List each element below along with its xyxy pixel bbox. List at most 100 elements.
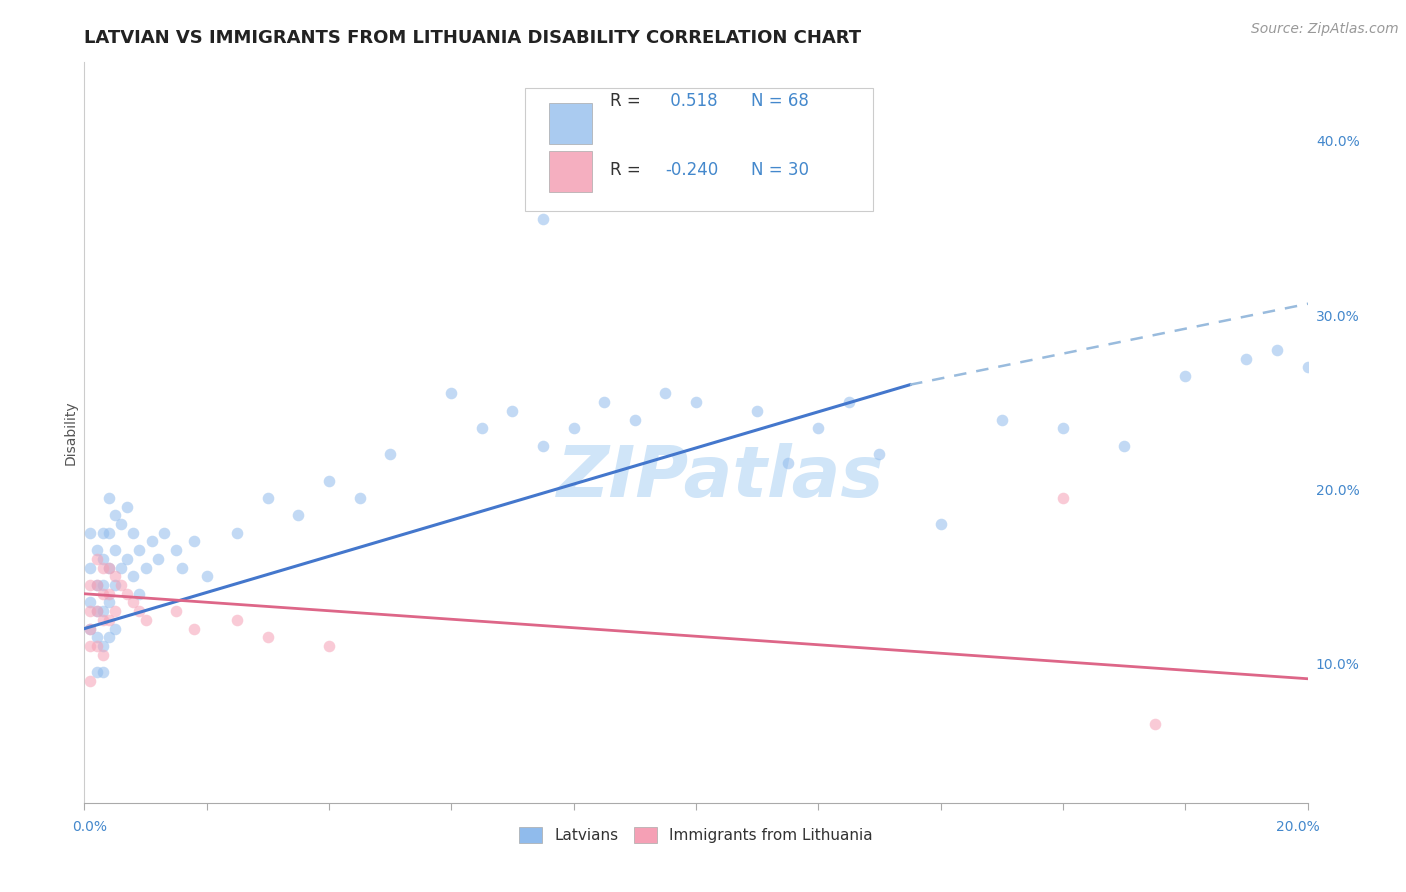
Point <box>146 552 169 566</box>
Point <box>747 404 769 418</box>
Point <box>104 569 127 583</box>
Point <box>110 517 132 532</box>
Point <box>91 552 114 566</box>
Point <box>79 673 101 688</box>
Point <box>991 412 1014 426</box>
Point <box>440 386 463 401</box>
Text: 20.0%: 20.0% <box>1277 821 1320 834</box>
Point <box>115 552 138 566</box>
Point <box>104 604 127 618</box>
Point <box>104 622 127 636</box>
FancyBboxPatch shape <box>524 88 873 211</box>
Point <box>91 648 114 662</box>
Point <box>165 604 187 618</box>
Point <box>1265 343 1288 357</box>
Point <box>380 447 402 461</box>
Point <box>86 578 108 592</box>
Text: 0.0%: 0.0% <box>72 821 107 834</box>
Text: LATVIAN VS IMMIGRANTS FROM LITHUANIA DISABILITY CORRELATION CHART: LATVIAN VS IMMIGRANTS FROM LITHUANIA DIS… <box>84 29 862 47</box>
Point <box>1143 717 1166 731</box>
Point <box>929 517 952 532</box>
Point <box>1296 360 1319 375</box>
Legend: Latvians, Immigrants from Lithuania: Latvians, Immigrants from Lithuania <box>512 820 880 851</box>
Point <box>1052 491 1074 505</box>
Text: 0.518: 0.518 <box>665 92 718 110</box>
Point <box>86 578 108 592</box>
Point <box>153 525 176 540</box>
Point <box>122 525 145 540</box>
Text: Source: ZipAtlas.com: Source: ZipAtlas.com <box>1251 22 1399 37</box>
Point <box>183 534 205 549</box>
Point <box>183 622 205 636</box>
Point <box>110 560 132 574</box>
Point <box>91 578 114 592</box>
Point <box>685 395 707 409</box>
FancyBboxPatch shape <box>550 103 592 144</box>
Point <box>104 543 127 558</box>
Point <box>97 560 120 574</box>
Point <box>318 474 340 488</box>
Point <box>869 447 891 461</box>
Point <box>122 595 145 609</box>
Point <box>115 500 138 514</box>
Point <box>97 525 120 540</box>
Point <box>807 421 830 435</box>
Point <box>86 630 108 644</box>
Text: N = 68: N = 68 <box>751 92 808 110</box>
Point <box>349 491 371 505</box>
Point <box>115 587 138 601</box>
Point <box>79 639 101 653</box>
Point <box>838 395 860 409</box>
Point <box>776 456 799 470</box>
Text: N = 30: N = 30 <box>751 161 808 178</box>
Point <box>91 560 114 574</box>
Text: R =: R = <box>610 161 641 178</box>
Point <box>79 622 101 636</box>
Point <box>141 534 163 549</box>
Point <box>226 525 249 540</box>
Point <box>97 491 120 505</box>
Point <box>91 604 114 618</box>
Point <box>624 412 647 426</box>
Point <box>91 587 114 601</box>
Point <box>91 525 114 540</box>
Y-axis label: Disability: Disability <box>63 401 77 465</box>
Point <box>1052 421 1074 435</box>
Point <box>79 578 101 592</box>
Point <box>97 613 120 627</box>
Point <box>257 630 280 644</box>
Point <box>165 543 187 558</box>
Point <box>86 552 108 566</box>
Point <box>110 578 132 592</box>
Point <box>502 404 524 418</box>
Point <box>593 395 616 409</box>
Point <box>531 439 554 453</box>
Point <box>91 613 114 627</box>
Point <box>471 421 494 435</box>
Point <box>135 613 157 627</box>
Text: R =: R = <box>610 92 641 110</box>
Point <box>79 595 101 609</box>
Point <box>1174 369 1197 384</box>
FancyBboxPatch shape <box>550 152 592 192</box>
Point <box>91 639 114 653</box>
Point <box>79 622 101 636</box>
Point <box>135 560 157 574</box>
Point <box>91 665 114 680</box>
Point <box>104 578 127 592</box>
Point <box>79 604 101 618</box>
Text: ZIPatlas: ZIPatlas <box>557 442 884 511</box>
Point <box>562 421 585 435</box>
Point <box>128 587 150 601</box>
Point <box>104 508 127 523</box>
Point <box>1114 439 1136 453</box>
Point <box>97 595 120 609</box>
Point <box>79 525 101 540</box>
Point <box>1236 351 1258 366</box>
Point <box>128 543 150 558</box>
Point <box>654 386 676 401</box>
Point <box>318 639 340 653</box>
Point <box>128 604 150 618</box>
Point <box>531 212 554 227</box>
Point <box>287 508 309 523</box>
